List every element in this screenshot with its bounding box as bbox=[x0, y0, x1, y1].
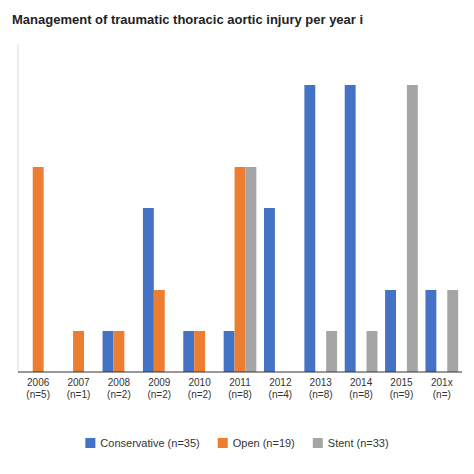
x-tick-label: 2008(n=2) bbox=[107, 377, 131, 400]
bar bbox=[245, 167, 256, 372]
legend-label: Stent (n=33) bbox=[328, 437, 389, 449]
bar bbox=[447, 290, 458, 372]
bar bbox=[345, 85, 356, 372]
bar bbox=[425, 290, 436, 372]
bar bbox=[326, 331, 337, 372]
y-axis-line bbox=[18, 44, 19, 372]
x-tick-label: 201x(n=) bbox=[431, 377, 453, 400]
x-tick-label: 2007(n=1) bbox=[67, 377, 91, 400]
bar bbox=[235, 167, 246, 372]
legend-swatch bbox=[218, 438, 228, 448]
bars bbox=[33, 85, 458, 372]
title: Management of traumatic thoracic aortic … bbox=[12, 12, 363, 27]
legend-label: Open (n=19) bbox=[233, 437, 295, 449]
legend: Conservative (n=35) Open (n=19) Stent (n=3… bbox=[85, 437, 388, 449]
bar bbox=[385, 290, 396, 372]
legend-label: Conservative (n=35) bbox=[100, 437, 199, 449]
bar bbox=[183, 331, 194, 372]
bar bbox=[367, 331, 378, 372]
x-tick-label: 2011(n=8) bbox=[228, 377, 252, 400]
bar bbox=[143, 208, 154, 372]
bar bbox=[264, 208, 275, 372]
bar bbox=[33, 167, 44, 372]
legend-swatch bbox=[313, 438, 323, 448]
x-tick-label: 2014(n=8) bbox=[349, 377, 373, 400]
x-tick-label: 2015(n=9) bbox=[390, 377, 414, 400]
x-tick-label: 2006(n=5) bbox=[26, 377, 50, 400]
legend-swatch bbox=[85, 438, 95, 448]
x-axis-line bbox=[18, 372, 462, 373]
bar bbox=[154, 290, 165, 372]
x-tick-label: 2012(n=4) bbox=[269, 377, 293, 400]
bar bbox=[113, 331, 124, 372]
x-tick-label: 2010(n=2) bbox=[188, 377, 212, 400]
bar bbox=[103, 331, 114, 372]
x-tick-label: 2009(n=2) bbox=[147, 377, 171, 400]
chart: Management of traumatic thoracic aortic … bbox=[0, 0, 474, 474]
bar bbox=[407, 85, 418, 372]
bar bbox=[194, 331, 205, 372]
x-tick-label: 2013(n=8) bbox=[309, 377, 333, 400]
bar bbox=[73, 331, 84, 372]
bar bbox=[304, 85, 315, 372]
bar bbox=[224, 331, 235, 372]
